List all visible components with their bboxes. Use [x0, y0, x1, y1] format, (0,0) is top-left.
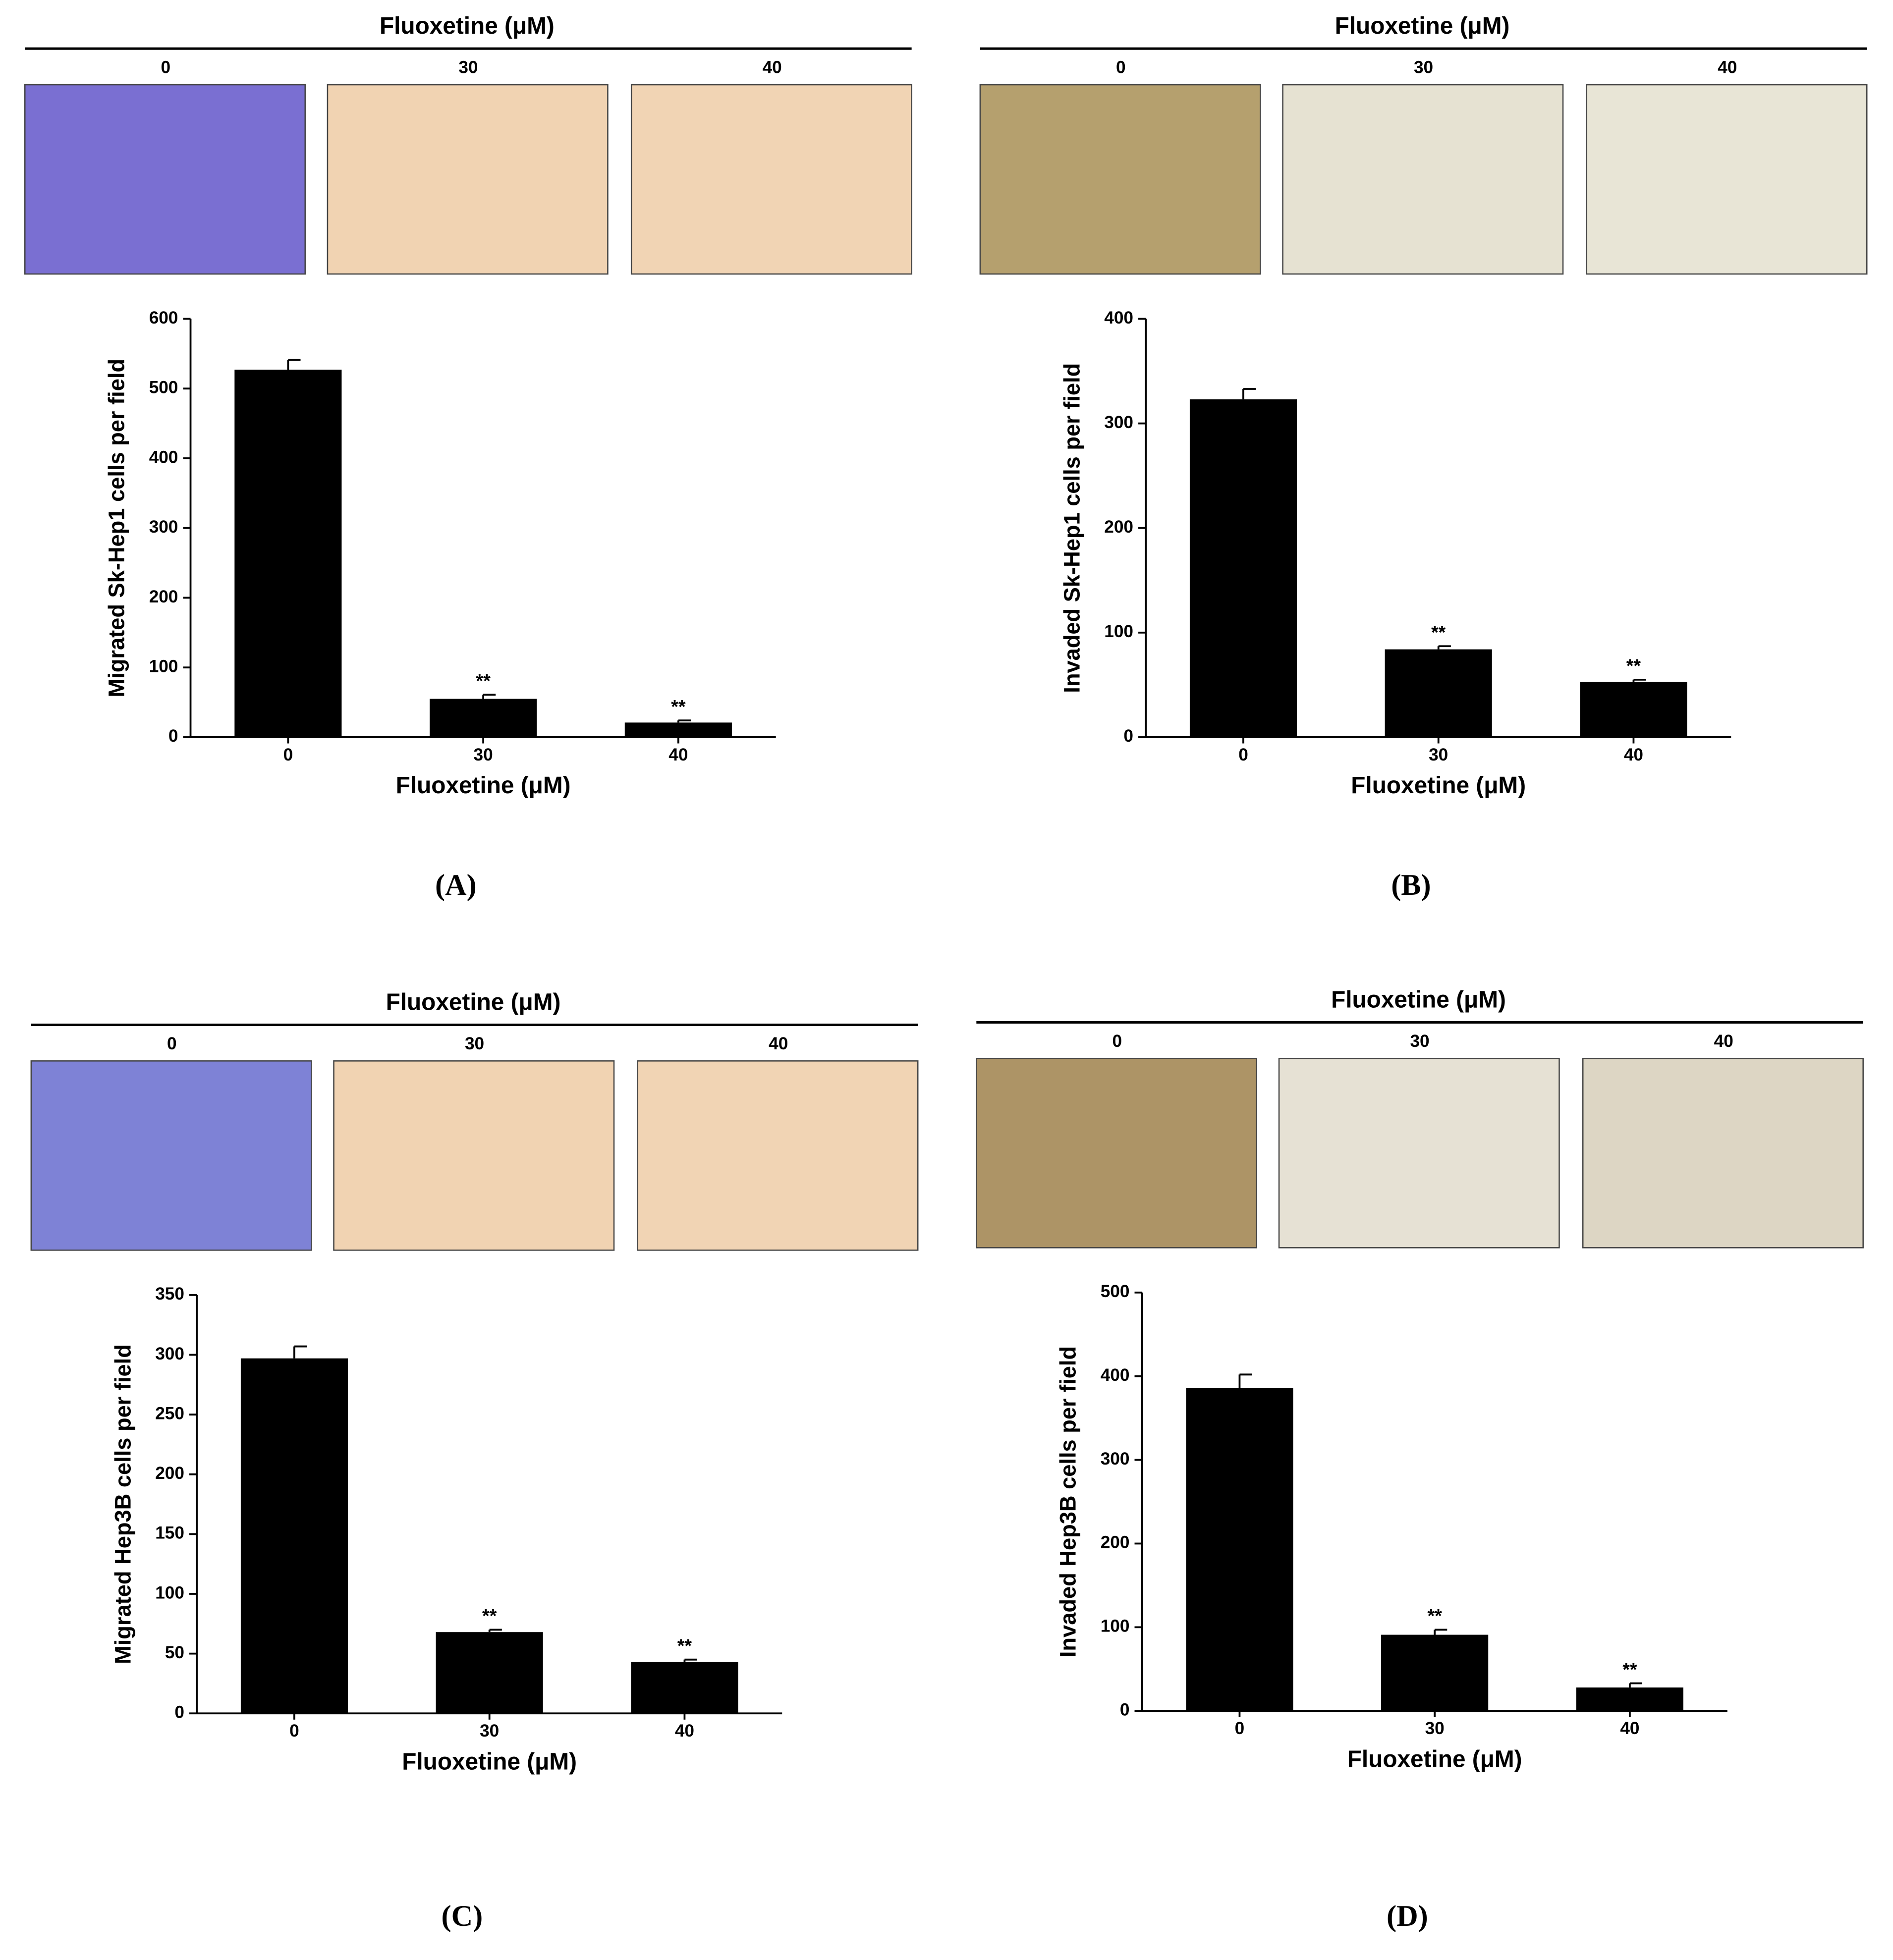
- x-tick-label: 30: [1429, 745, 1448, 764]
- micrograph: [637, 1060, 919, 1251]
- x-axis-title: Fluoxetine (μM): [1347, 1746, 1522, 1772]
- significance-label: **: [1431, 622, 1446, 643]
- bar: [430, 699, 537, 737]
- y-tick-label: 300: [155, 1344, 184, 1363]
- x-tick-label: 0: [1238, 745, 1248, 764]
- micrograph: [1586, 84, 1868, 275]
- header: Fluoxetine (μM): [1335, 13, 1510, 39]
- panel-label: (D): [1387, 1900, 1428, 1933]
- x-axis-title: Fluoxetine (μM): [402, 1748, 577, 1775]
- bar: [1576, 1687, 1683, 1711]
- micrograph: [24, 84, 306, 275]
- significance-label: **: [482, 1605, 497, 1626]
- header: Fluoxetine (μM): [1331, 986, 1506, 1013]
- y-tick-label: 100: [1101, 1617, 1130, 1636]
- image-label: 30: [1414, 58, 1433, 77]
- bar: [1381, 1634, 1489, 1711]
- y-axis-title: Invaded Sk-Hep1 cells per field: [1059, 363, 1084, 693]
- x-axis-title: Fluoxetine (μM): [1351, 772, 1526, 799]
- bar: [1189, 399, 1297, 737]
- bar: [624, 722, 732, 737]
- image-label: 40: [1718, 58, 1737, 77]
- bar: [436, 1632, 543, 1714]
- y-tick-label: 400: [1101, 1365, 1130, 1385]
- y-tick-label: 0: [174, 1703, 184, 1722]
- y-tick-label: 100: [155, 1583, 184, 1602]
- bar: [1186, 1388, 1293, 1711]
- significance-label: **: [1622, 1659, 1637, 1680]
- micrograph: [327, 84, 609, 275]
- image-label: 0: [1113, 1032, 1122, 1051]
- header: Fluoxetine (μM): [386, 989, 561, 1015]
- y-tick-label: 500: [149, 378, 178, 397]
- micrograph: [630, 84, 912, 275]
- micrograph: [1282, 84, 1564, 275]
- x-tick-label: 0: [1235, 1719, 1245, 1738]
- x-axis-title: Fluoxetine (μM): [396, 772, 571, 799]
- micrograph: [976, 1058, 1258, 1249]
- significance-label: **: [677, 1635, 692, 1656]
- image-label: 40: [763, 58, 782, 77]
- y-tick-label: 0: [1120, 1700, 1130, 1720]
- y-tick-label: 100: [1104, 622, 1133, 641]
- y-tick-label: 300: [149, 517, 178, 537]
- y-tick-label: 200: [155, 1464, 184, 1483]
- micrograph: [979, 84, 1261, 275]
- significance-label: **: [671, 696, 686, 717]
- y-tick-label: 600: [149, 308, 178, 327]
- image-label: 30: [1410, 1032, 1429, 1051]
- image-label: 0: [1116, 58, 1126, 77]
- y-tick-label: 300: [1101, 1449, 1130, 1469]
- x-tick-label: 40: [1624, 745, 1643, 764]
- y-tick-label: 50: [165, 1643, 184, 1662]
- x-tick-label: 30: [474, 745, 493, 764]
- image-label: 40: [1714, 1032, 1733, 1051]
- image-label: 30: [465, 1034, 484, 1053]
- y-tick-label: 300: [1104, 413, 1133, 432]
- y-tick-label: 200: [1104, 517, 1133, 537]
- x-tick-label: 40: [1620, 1719, 1639, 1738]
- y-tick-label: 150: [155, 1524, 184, 1543]
- bar: [1385, 649, 1492, 737]
- significance-label: **: [476, 670, 491, 691]
- x-tick-label: 30: [1425, 1719, 1445, 1738]
- panel-label: (B): [1391, 869, 1431, 902]
- y-tick-label: 200: [149, 587, 178, 606]
- y-tick-label: 500: [1101, 1282, 1130, 1301]
- significance-label: **: [1427, 1605, 1442, 1626]
- x-tick-label: 0: [283, 745, 293, 764]
- micrograph: [1278, 1058, 1560, 1249]
- micrograph: [333, 1060, 615, 1251]
- y-tick-label: 0: [168, 726, 178, 746]
- image-label: 0: [161, 58, 170, 77]
- x-tick-label: 30: [480, 1721, 499, 1741]
- panel-label: (C): [442, 1900, 483, 1933]
- x-tick-label: 0: [289, 1721, 299, 1741]
- image-label: 0: [167, 1034, 177, 1053]
- bar: [234, 370, 342, 737]
- panel-label: (A): [435, 869, 477, 902]
- significance-label: **: [1626, 655, 1641, 676]
- bar: [240, 1358, 348, 1714]
- x-tick-label: 40: [668, 745, 688, 764]
- y-axis-title: Migrated Sk-Hep1 cells per field: [104, 359, 129, 698]
- header: Fluoxetine (μM): [380, 13, 555, 39]
- image-label: 30: [458, 58, 478, 77]
- bar: [631, 1662, 738, 1714]
- y-tick-label: 0: [1123, 726, 1133, 746]
- micrograph: [30, 1060, 312, 1251]
- y-tick-label: 200: [1101, 1533, 1130, 1552]
- y-axis-title: Migrated Hep3B cells per field: [110, 1344, 135, 1664]
- y-tick-label: 400: [149, 447, 178, 467]
- bar: [1580, 682, 1687, 737]
- y-axis-title: Invaded Hep3B cells per field: [1056, 1346, 1081, 1657]
- y-tick-label: 100: [149, 656, 178, 676]
- y-tick-label: 350: [155, 1284, 184, 1304]
- x-tick-label: 40: [675, 1721, 694, 1741]
- image-label: 40: [769, 1034, 788, 1053]
- y-tick-label: 250: [155, 1404, 184, 1423]
- y-tick-label: 400: [1104, 308, 1133, 327]
- micrograph: [1582, 1058, 1864, 1249]
